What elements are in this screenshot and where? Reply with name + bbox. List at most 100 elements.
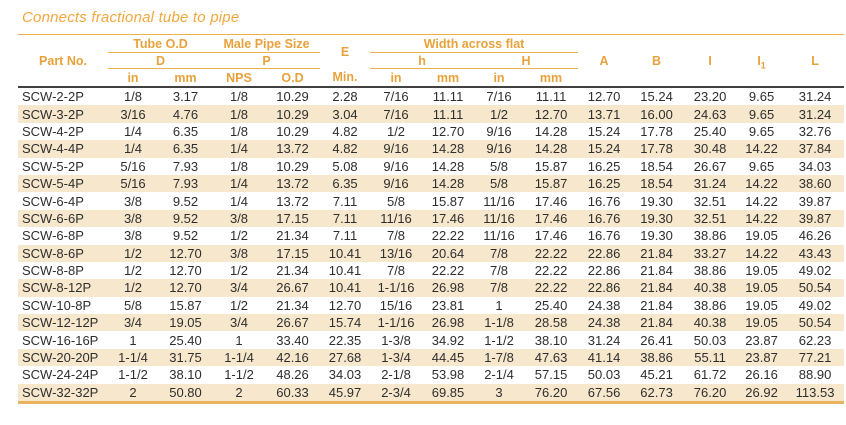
value-cell: 26.92 <box>745 384 778 400</box>
value-cell: 11/16 <box>483 228 515 244</box>
value-cell: 12.70 <box>169 280 202 296</box>
value-cell: 7.11 <box>332 193 358 209</box>
value-cell: 1-1/2 <box>118 367 148 383</box>
value-cell: 1/2 <box>229 228 249 244</box>
value-cell: 14.22 <box>745 176 778 192</box>
value-cell: 9.65 <box>748 106 775 122</box>
col-group-male-pipe-size: Male Pipe Size <box>213 34 321 53</box>
part-no-cell: SCW-2-2P <box>22 89 84 105</box>
value-cell: 19.30 <box>640 228 673 244</box>
value-cell: 9.65 <box>748 158 775 174</box>
value-cell: 7.11 <box>332 210 358 226</box>
value-cell: 1/4 <box>229 141 249 157</box>
value-cell: 17.15 <box>276 210 309 226</box>
value-cell: 14.28 <box>431 158 465 174</box>
col-header-part-no: Part No. <box>18 34 108 87</box>
value-cell: 1/8 <box>229 106 249 122</box>
table-row: SCW-24-24P 1-1/2 38.10 1-1/2 48.26 34.03 2-1/8… <box>18 366 844 383</box>
value-cell: 5/16 <box>120 158 146 174</box>
value-cell: 22.22 <box>534 280 568 296</box>
value-cell: 14.22 <box>745 245 778 261</box>
col-header-h-lower: h <box>370 52 475 69</box>
value-cell: 14.22 <box>745 193 778 209</box>
unit-pipe-od: O.D <box>281 70 304 85</box>
value-cell: 10.41 <box>328 245 362 261</box>
value-cell: 33.40 <box>276 332 309 348</box>
part-no-cell: SCW-10-8P <box>22 297 92 313</box>
value-cell: 50.03 <box>587 367 621 383</box>
col-header-i: I <box>683 34 738 87</box>
value-cell: 57.15 <box>534 367 568 383</box>
value-cell: 13.71 <box>587 106 621 122</box>
table-row: SCW-3-2P 3/16 4.76 1/8 10.29 3.04 7/16 11.11 1/2… <box>18 105 845 123</box>
value-cell: 3/8 <box>229 245 249 261</box>
value-cell: 12.70 <box>169 263 202 279</box>
value-cell: 5/8 <box>123 297 143 313</box>
col-header-d: D <box>108 52 214 69</box>
value-cell: 9/16 <box>383 158 409 174</box>
units-row: in mm NPS O.D Min. in mm in mm <box>18 69 844 88</box>
part-no-cell: SCW-6-4P <box>22 193 84 209</box>
value-cell: 26.41 <box>640 332 673 348</box>
table-row: SCW-6-8P 3/8 9.52 1/2 21.34 7.11 7/8 22.22 11/16… <box>18 227 844 244</box>
value-cell: 3/4 <box>229 315 249 331</box>
part-no-cell: SCW-6-6P <box>22 210 84 226</box>
value-cell: 22.22 <box>431 228 465 244</box>
value-cell: 77.21 <box>798 350 832 366</box>
value-cell: 113.53 <box>795 384 835 400</box>
value-cell: 39.87 <box>798 193 832 209</box>
part-no-cell: SCW-8-8P <box>22 263 84 279</box>
value-cell: 15.24 <box>640 89 673 105</box>
col-group-width-across-flat: Width across flat <box>370 34 579 53</box>
value-cell: 19.05 <box>745 280 778 296</box>
value-cell: 23.87 <box>745 350 778 366</box>
value-cell: 4.82 <box>332 141 358 157</box>
value-cell: 17.46 <box>534 228 568 244</box>
value-cell: 4.82 <box>332 123 358 139</box>
col-header-i1-base: I <box>757 53 761 68</box>
value-cell: 1-1/16 <box>377 280 415 296</box>
value-cell: 38.60 <box>798 176 832 192</box>
value-cell: 9.65 <box>748 123 775 139</box>
part-no-cell: SCW-4-2P <box>22 123 84 139</box>
value-cell: 5/16 <box>120 176 146 192</box>
value-cell: 45.97 <box>328 384 362 400</box>
value-cell: 7/16 <box>383 89 409 105</box>
value-cell: 49.02 <box>798 297 832 313</box>
value-cell: 16.76 <box>587 210 621 226</box>
value-cell: 31.75 <box>169 350 202 366</box>
col-header-e: E <box>320 34 371 69</box>
value-cell: 19.05 <box>745 297 778 313</box>
unit-e-min: Min. <box>332 70 358 85</box>
col-header-p: P <box>213 52 321 69</box>
value-cell: 28.58 <box>534 315 568 331</box>
value-cell: 26.16 <box>745 367 778 383</box>
value-cell: 3 <box>495 384 503 400</box>
value-cell: 23.20 <box>693 89 727 105</box>
value-cell: 19.05 <box>169 315 202 331</box>
value-cell: 9.52 <box>172 228 199 244</box>
value-cell: 1-1/8 <box>484 315 514 331</box>
value-cell: 14.28 <box>431 176 465 192</box>
value-cell: 37.84 <box>798 141 832 157</box>
value-cell: 7.93 <box>172 158 199 174</box>
value-cell: 17.78 <box>640 123 673 139</box>
value-cell: 1/2 <box>229 263 249 279</box>
value-cell: 11/16 <box>483 193 515 209</box>
value-cell: 10.41 <box>328 280 362 296</box>
value-cell: 21.84 <box>640 297 673 313</box>
part-no-cell: SCW-5-2P <box>22 158 84 174</box>
value-cell: 1/4 <box>123 141 143 157</box>
value-cell: 10.29 <box>276 123 309 139</box>
value-cell: 38.10 <box>534 332 568 348</box>
value-cell: 26.98 <box>431 315 465 331</box>
value-cell: 10.41 <box>328 263 362 279</box>
value-cell: 2 <box>129 384 137 400</box>
value-cell: 25.40 <box>169 332 202 348</box>
value-cell: 38.86 <box>693 263 727 279</box>
value-cell: 17.46 <box>431 210 465 226</box>
value-cell: 23.87 <box>745 332 778 348</box>
value-cell: 32.51 <box>693 210 727 226</box>
part-no-cell: SCW-16-16P <box>22 332 99 348</box>
value-cell: 1-1/2 <box>484 332 514 348</box>
